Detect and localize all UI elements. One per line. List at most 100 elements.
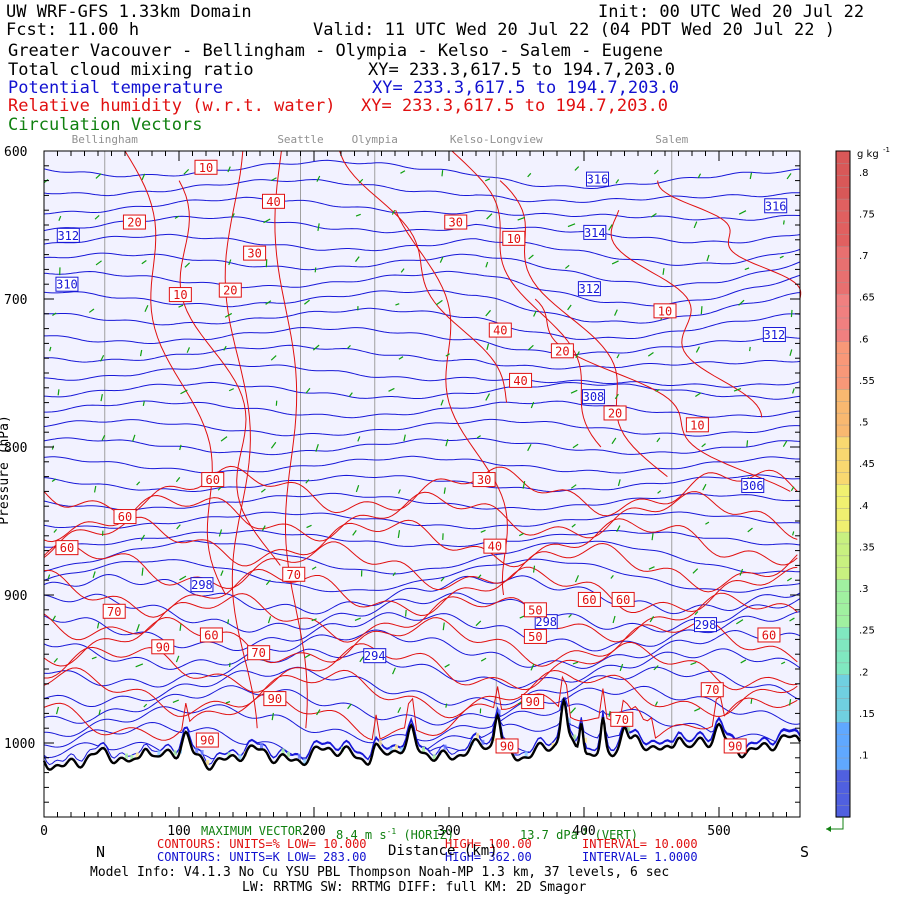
colorbar-cell — [835, 174, 851, 188]
rh-label: 20 — [555, 344, 569, 358]
cloud-cell — [281, 748, 285, 754]
theta-label: 298 — [695, 618, 717, 632]
cloud-cell — [481, 739, 485, 745]
circulation-vector — [527, 443, 532, 452]
circulation-vector — [740, 659, 747, 664]
rh-label: 20 — [223, 284, 237, 298]
colorbar-cell — [835, 210, 851, 224]
theta-label: 306 — [742, 479, 764, 493]
rh-label-box — [472, 472, 496, 488]
circulation-vector — [619, 663, 624, 672]
rh-contour-info: CONTOURS: UNITS=% LOW= 10.000 — [157, 837, 367, 851]
rh-contour — [43, 516, 798, 568]
theta-label: 298 — [191, 578, 213, 592]
circulation-vector — [304, 654, 311, 659]
colorbar-cell — [835, 507, 851, 521]
circulation-vector — [51, 478, 57, 482]
rh-label: 30 — [477, 473, 491, 487]
rh-contour — [44, 641, 798, 693]
circulation-vector — [98, 709, 101, 716]
circulation-vector — [781, 661, 786, 665]
rh-label-box — [603, 405, 627, 421]
circulation-vector — [53, 658, 58, 663]
theta-contour — [43, 418, 801, 437]
cloud-cell — [195, 747, 199, 753]
circulation-vector — [790, 486, 795, 492]
cloud-cell — [303, 758, 307, 764]
circulation-vector — [572, 443, 579, 449]
theta-contour — [43, 530, 801, 548]
circulation-vector — [316, 709, 321, 716]
rh-label: 10 — [690, 418, 704, 432]
circulation-vector — [570, 484, 577, 489]
circulation-vector — [142, 401, 145, 407]
cloud-cell — [400, 747, 404, 753]
rh-label: 40 — [266, 195, 280, 209]
x-axis-label: Distance (km) — [388, 843, 498, 859]
circulation-vector — [220, 436, 228, 442]
theta-contour — [43, 196, 800, 221]
colorbar-cell — [835, 769, 851, 783]
terrain — [42, 696, 802, 817]
circulation-vector — [789, 617, 795, 622]
cloud-cell — [287, 751, 290, 757]
colorbar-tick-label: .45 — [859, 459, 875, 470]
circulation-vector — [395, 303, 400, 306]
circulation-vector — [397, 707, 402, 714]
circulation-vector — [486, 213, 493, 220]
rh-label-box — [523, 628, 547, 644]
circulation-vector — [527, 172, 532, 178]
rh-contour-high: HIGH= 100.00 — [445, 837, 532, 851]
cloud-cell — [238, 754, 242, 760]
location-label: Seattle — [277, 133, 323, 146]
rh-label-box — [483, 538, 507, 554]
colorbar-cell — [835, 376, 851, 390]
circulation-vector — [528, 254, 534, 260]
circulation-vector — [141, 567, 144, 576]
circulation-vector — [231, 213, 235, 218]
colorbar-cell — [835, 638, 851, 652]
circulation-vector — [265, 300, 272, 305]
rh-label: 60 — [762, 628, 776, 642]
circulation-vector — [744, 267, 750, 271]
circulation-vector — [261, 525, 266, 531]
circulation-vector — [174, 215, 180, 219]
terrain-line — [42, 696, 802, 771]
rh-contour — [657, 180, 802, 300]
rh-label: 20 — [608, 406, 622, 420]
circulation-vector — [475, 620, 482, 627]
circulation-vector — [568, 614, 572, 618]
colorbar-cell — [835, 781, 851, 794]
x-tick-label: 0 — [40, 824, 48, 839]
circulation-vector — [96, 622, 100, 629]
circulation-vector — [486, 343, 490, 350]
cloud-cell — [524, 751, 528, 757]
circulation-vector — [575, 351, 580, 358]
circulation-vector — [617, 479, 621, 487]
circulation-vector — [570, 707, 576, 714]
circulation-vector — [736, 619, 744, 625]
colorbar-cell — [835, 293, 851, 307]
circulation-vector — [392, 667, 396, 675]
colorbar-cell — [835, 674, 851, 687]
circulation-vector — [440, 399, 444, 406]
colorbar-cell — [835, 329, 851, 342]
cloud-cell — [497, 709, 501, 715]
circulation-vector — [347, 703, 352, 710]
circulation-vector — [400, 170, 406, 174]
circulation-vector — [739, 568, 744, 576]
circulation-vector — [614, 393, 619, 400]
colorbar-cell — [835, 471, 851, 485]
rh-label-box — [550, 343, 574, 359]
rh-contour — [178, 180, 281, 566]
circulation-vector — [220, 570, 224, 576]
y-tick-label: 800 — [4, 441, 27, 456]
circulation-vector — [519, 615, 525, 619]
circulation-vector — [139, 349, 143, 357]
circulation-vector — [572, 661, 579, 665]
rh-label-box — [247, 645, 271, 661]
colorbar-tick-label: .15 — [859, 709, 875, 720]
circulation-vector — [738, 210, 747, 215]
circulation-vector — [391, 209, 396, 215]
rh-label: 90 — [268, 692, 282, 706]
